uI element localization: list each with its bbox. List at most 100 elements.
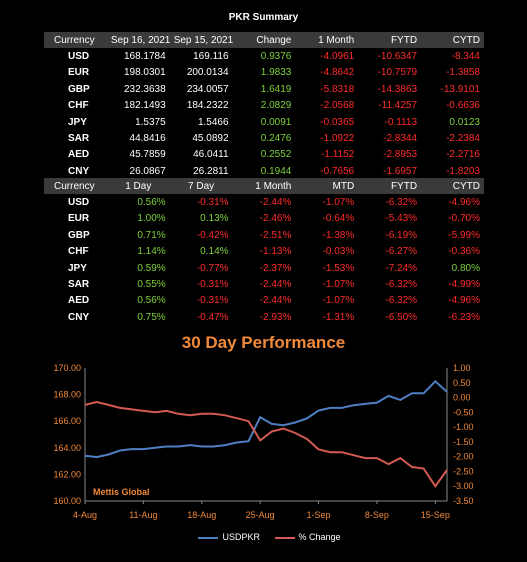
table-cell: 1.6419 (260, 83, 292, 95)
currency-code: JPY (68, 116, 87, 128)
table-cell: -5.99% (448, 229, 480, 241)
table-cell: 0.56% (137, 197, 166, 209)
currency-code: CNY (68, 165, 90, 177)
table-cell: -8.344 (451, 51, 480, 63)
table-cell: -4.8642 (320, 67, 355, 79)
currency-code: GBP (68, 83, 90, 95)
table-cell: -1.07% (322, 295, 355, 307)
table-row: EUR 1.00% 0.13% -2.46% -0.64% -5.43% -0.70% (44, 211, 484, 227)
table-cell: -0.70% (448, 213, 480, 225)
table-cell: -1.8203 (446, 165, 480, 177)
table-cell: -5.8318 (320, 83, 355, 95)
right-tick-label: -2.50 (453, 466, 474, 476)
table-row: GBP 0.71% -0.42% -2.51% -1.38% -6.19% -5.99% (44, 227, 484, 243)
table-cell: -2.46% (259, 213, 292, 225)
table-cell: 184.2322 (186, 100, 229, 112)
table-cell: 26.0867 (129, 165, 166, 177)
table-row: EUR 198.0301 200.0134 1.9833 -4.8642 -10.7579… (44, 65, 484, 81)
table-row: USD 168.1784 169.116 0.9376 -4.0961 -10.6347 -… (44, 48, 484, 64)
table-cell: 1.5375 (135, 116, 166, 128)
usdpkr-series-line (84, 379, 448, 459)
table-cell: -13.9101 (440, 83, 480, 95)
pkr-rates-table: Currency Sep 16, 2021 Sep 15, 2021 Change 1 … (44, 32, 484, 180)
table-cell: -0.77% (196, 262, 229, 274)
table-cell: -6.32% (385, 295, 418, 307)
table-cell: 198.0301 (123, 67, 166, 79)
currency-code: EUR (68, 213, 90, 225)
table-cell: 1.00% (137, 213, 166, 225)
chart-legend: USDPKR % Change (0, 532, 527, 542)
table-cell: 0.55% (137, 279, 166, 291)
currency-code: CHF (68, 100, 89, 112)
currency-code: JPY (68, 262, 87, 274)
table-cell: -1.1152 (321, 149, 355, 161)
currency-code: AED (68, 295, 90, 307)
table-cell: -6.32% (385, 197, 418, 209)
table-cell: 200.0134 (186, 67, 229, 79)
table1-header-0: Currency (44, 32, 107, 49)
table1-header-4: 1 Month (295, 32, 359, 49)
usdpkr-legend-label: USDPKR (222, 532, 260, 542)
table2-header-5: FYTD (358, 178, 422, 195)
x-tick-label: 15-Sep (421, 510, 450, 520)
table-cell: -2.51% (259, 229, 292, 241)
x-tick-label: 8-Sep (365, 510, 389, 520)
table2-header-6: CYTD (421, 178, 484, 195)
table-cell: -2.8344 (383, 133, 418, 145)
table-cell: 0.0091 (260, 116, 292, 128)
table-cell: -0.03% (322, 246, 355, 258)
currency-code: SAR (68, 133, 90, 145)
table-cell: 26.2811 (193, 165, 229, 177)
currency-code: CHF (68, 246, 89, 258)
table-cell: 45.7859 (129, 149, 166, 161)
table-cell: -0.31% (196, 279, 229, 291)
table-row: JPY 1.5375 1.5466 0.0091 -0.0365 -0.1113 0.012… (44, 114, 484, 130)
left-tick-label: 170.00 (53, 363, 81, 373)
table-cell: 0.75% (137, 311, 166, 323)
table-cell: -6.50% (385, 311, 418, 323)
pct-change-legend-label: % Change (298, 532, 341, 542)
table-row: SAR 0.55% -0.31% -2.44% -1.07% -6.32% -4.99% (44, 276, 484, 292)
table-cell: 1.9833 (260, 67, 292, 79)
x-tick-label: 4-Aug (73, 510, 97, 520)
table2-header-4: MTD (295, 178, 359, 195)
table-cell: 0.2476 (260, 133, 292, 145)
currency-code: AED (68, 149, 90, 161)
table-cell: -2.44% (259, 279, 292, 291)
table-cell: -2.0568 (320, 100, 355, 112)
table-cell: -10.7579 (377, 67, 418, 79)
right-tick-label: 0.50 (453, 378, 471, 388)
table-row: CHF 182.1493 184.2322 2.0829 -2.0568 -11.4257… (44, 98, 484, 114)
table2-header-3: 1 Month (232, 178, 296, 195)
table-cell: -0.0365 (320, 116, 355, 128)
table-cell: -1.13% (259, 246, 292, 258)
table-cell: -0.31% (196, 295, 229, 307)
left-tick-label: 162.00 (53, 469, 81, 479)
right-tick-label: -1.50 (453, 437, 474, 447)
table-cell: -1.38% (322, 229, 355, 241)
table-cell: 1.14% (137, 246, 166, 258)
table-cell: -14.3863 (377, 83, 418, 95)
table-cell: 232.3638 (123, 83, 166, 95)
table-row: CNY 26.0867 26.2811 0.1944 -0.7656 -1.6957 -1.… (44, 163, 484, 179)
table-cell: -4.0961 (320, 51, 355, 63)
table-cell: 0.59% (137, 262, 166, 274)
table-row: AED 0.56% -0.31% -2.44% -1.07% -6.32% -4.96% (44, 293, 484, 309)
table-row: AED 45.7859 46.0411 0.2552 -1.1152 -2.8953 -2.… (44, 147, 484, 163)
table-cell: -0.6636 (446, 100, 480, 112)
table-cell: 0.1944 (260, 165, 292, 177)
table-cell: 44.8416 (129, 133, 166, 145)
table-cell: 0.80% (451, 262, 480, 274)
right-tick-label: -2.00 (453, 452, 474, 462)
table-cell: 168.1784 (123, 51, 166, 63)
table-cell: -6.32% (385, 279, 418, 291)
table-cell: -1.6957 (383, 165, 418, 177)
table-cell: -0.1113 (384, 116, 418, 128)
table-row: GBP 232.3638 234.0057 1.6419 -5.8318 -14.3863… (44, 81, 484, 97)
table-cell: -1.31% (322, 311, 355, 323)
table-row: CNY 0.75% -0.47% -2.93% -1.31% -6.50% -6.23% (44, 309, 484, 325)
table-row: USD 0.56% -0.31% -2.44% -1.07% -6.32% -4.96% (44, 194, 484, 210)
table-cell: -1.53% (322, 262, 355, 274)
table-cell: 0.14% (200, 246, 229, 258)
watermark-label: Mettis Global (93, 487, 150, 497)
